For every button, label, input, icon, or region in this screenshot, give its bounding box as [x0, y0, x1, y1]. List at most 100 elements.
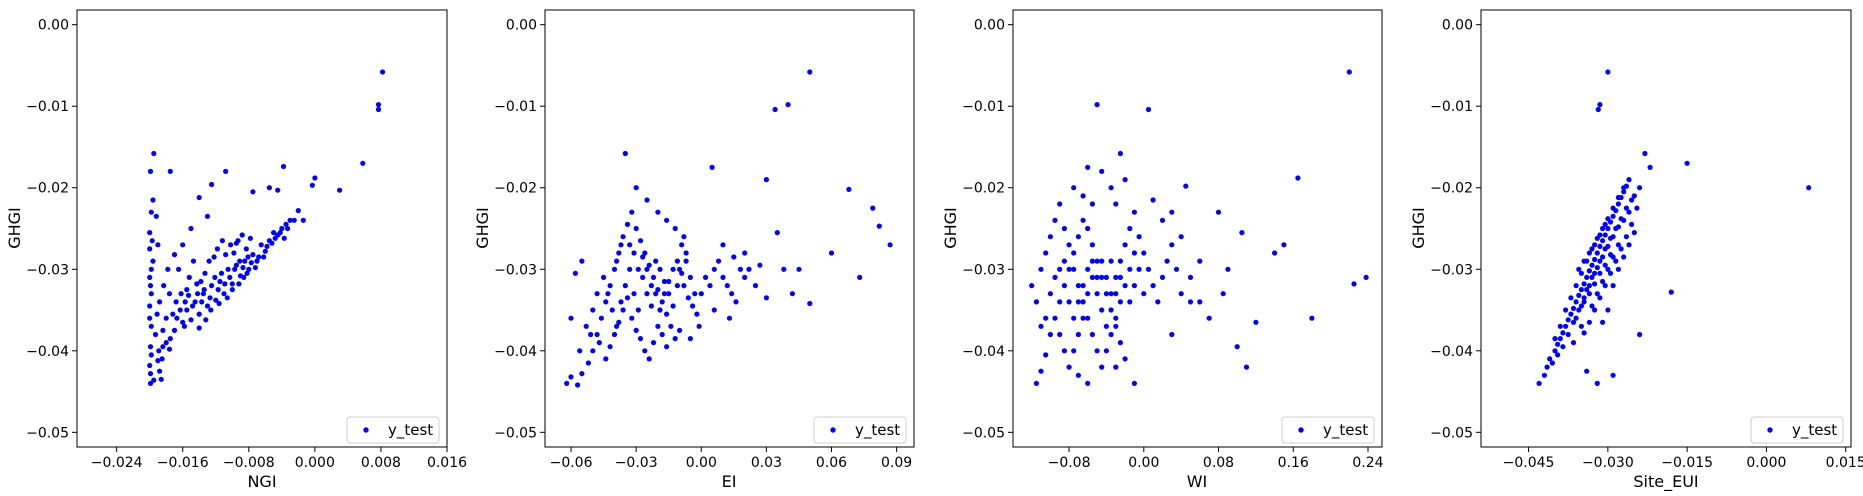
data-point [1602, 232, 1608, 238]
data-point [1586, 319, 1592, 325]
data-point [1637, 185, 1643, 191]
data-point [635, 266, 641, 272]
data-point [1029, 283, 1035, 289]
data-point [1363, 274, 1369, 280]
data-point [147, 246, 153, 252]
data-point [1557, 336, 1563, 342]
data-point [1586, 250, 1592, 256]
data-point [254, 258, 260, 264]
data-point [1099, 168, 1105, 174]
data-point [646, 262, 652, 268]
data-point [1150, 197, 1156, 203]
y-tick-label: −0.01 [26, 99, 69, 115]
data-point [1113, 364, 1119, 370]
data-point [707, 283, 713, 289]
data-point [151, 377, 157, 383]
data-point [1131, 283, 1137, 289]
data-point [828, 250, 835, 256]
data-point [1080, 193, 1086, 199]
data-point [147, 362, 153, 369]
data-point [629, 209, 635, 215]
data-point [1578, 270, 1584, 276]
data-point [1094, 102, 1100, 108]
data-point [624, 221, 631, 227]
data-point [870, 205, 876, 211]
data-point [250, 252, 256, 258]
data-point [1075, 234, 1081, 240]
data-point [1131, 209, 1137, 215]
data-point [620, 234, 626, 240]
x-tick-label: 0.09 [881, 455, 912, 471]
data-point [655, 323, 661, 329]
data-point [1169, 242, 1175, 248]
y-tick-label: −0.02 [1430, 181, 1473, 197]
data-point [266, 185, 272, 191]
data-point [611, 266, 618, 272]
data-point [674, 283, 681, 289]
data-point [194, 281, 200, 287]
data-point [1563, 307, 1569, 313]
data-point [148, 323, 154, 329]
data-point [161, 283, 167, 289]
data-point [241, 274, 247, 280]
data-point [1145, 106, 1152, 113]
data-point [1239, 230, 1245, 236]
data-point [887, 242, 893, 248]
data-point [1626, 242, 1632, 248]
data-point [1038, 266, 1044, 272]
panel-ei-y-ticks: 0.00 −0.01 −0.02 −0.03 −0.04 −0.05 [494, 18, 545, 441]
data-point [271, 230, 277, 236]
panel-ngi-xlabel: NGI [247, 472, 276, 491]
data-point [1555, 341, 1561, 347]
data-point [148, 352, 154, 358]
data-point [590, 348, 596, 354]
y-tick-label: 0.00 [1442, 18, 1473, 34]
data-point [1122, 283, 1128, 289]
data-point [685, 295, 691, 301]
data-point [337, 187, 343, 193]
data-point [1113, 323, 1119, 329]
data-point [252, 265, 258, 271]
data-point [1108, 185, 1114, 191]
data-point [360, 160, 366, 166]
data-point [1206, 315, 1212, 321]
data-point [1547, 356, 1553, 362]
data-point [160, 327, 166, 333]
data-point [166, 291, 173, 297]
panel-wi-ylabel: GHGI [941, 207, 960, 249]
data-point [203, 317, 209, 323]
data-point [206, 258, 212, 264]
data-point [1122, 177, 1128, 183]
data-point [223, 252, 229, 258]
data-point [588, 331, 594, 338]
data-point [1066, 242, 1072, 248]
data-point [633, 185, 639, 191]
data-point [698, 291, 704, 297]
data-point [1570, 319, 1577, 325]
x-tick-label: −0.024 [91, 455, 143, 471]
data-point [1605, 225, 1611, 232]
data-point [1615, 242, 1621, 248]
data-point [181, 323, 187, 329]
data-point [579, 258, 585, 264]
data-point [1346, 69, 1352, 75]
data-point [214, 246, 220, 252]
data-point [1623, 205, 1629, 211]
data-point [1169, 209, 1175, 215]
data-point [1581, 299, 1587, 305]
data-point [202, 270, 208, 276]
data-point [232, 266, 238, 272]
data-point [622, 283, 628, 289]
data-point [180, 242, 186, 248]
data-point [1600, 238, 1606, 244]
data-point [679, 270, 685, 276]
data-point [155, 358, 161, 364]
data-point [1113, 315, 1119, 321]
data-point [158, 376, 164, 382]
data-point [1600, 319, 1606, 325]
data-point [219, 238, 225, 244]
data-point [167, 168, 173, 174]
data-point [611, 331, 618, 338]
data-point [147, 274, 153, 280]
legend-box [346, 416, 440, 444]
